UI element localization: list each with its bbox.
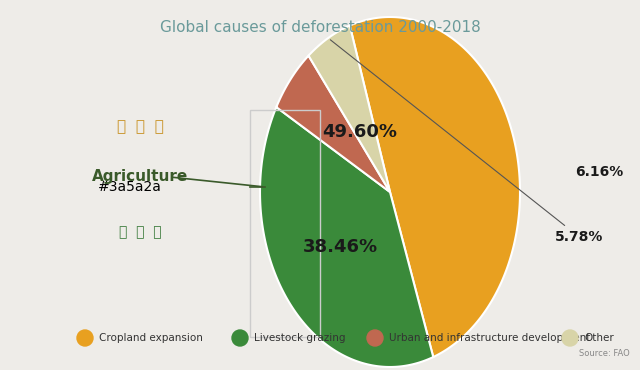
Circle shape <box>232 330 248 346</box>
Text: Agriculture: Agriculture <box>92 169 188 185</box>
Text: Source: FAO: Source: FAO <box>579 349 630 358</box>
Polygon shape <box>260 107 433 367</box>
Polygon shape <box>350 17 520 357</box>
Circle shape <box>367 330 383 346</box>
Circle shape <box>562 330 578 346</box>
Circle shape <box>77 330 93 346</box>
Text: 6.16%: 6.16% <box>575 165 623 179</box>
Polygon shape <box>308 26 390 192</box>
Text: 49.60%: 49.60% <box>323 123 397 141</box>
Text: 🐄  🐄  🐄: 🐄 🐄 🐄 <box>118 225 161 239</box>
Text: Other: Other <box>584 333 614 343</box>
Text: 38.46%: 38.46% <box>303 238 378 256</box>
Text: #3a5a2a: #3a5a2a <box>98 180 162 194</box>
Polygon shape <box>276 56 390 192</box>
Text: Global causes of deforestation 2000-2018: Global causes of deforestation 2000-2018 <box>159 20 481 35</box>
Text: Urban and infrastructure development: Urban and infrastructure development <box>389 333 590 343</box>
Text: 🌾  🌻  🌿: 🌾 🌻 🌿 <box>116 120 163 135</box>
Text: 5.78%: 5.78% <box>330 40 604 244</box>
Text: Livestock grazing: Livestock grazing <box>254 333 346 343</box>
Text: Cropland expansion: Cropland expansion <box>99 333 203 343</box>
